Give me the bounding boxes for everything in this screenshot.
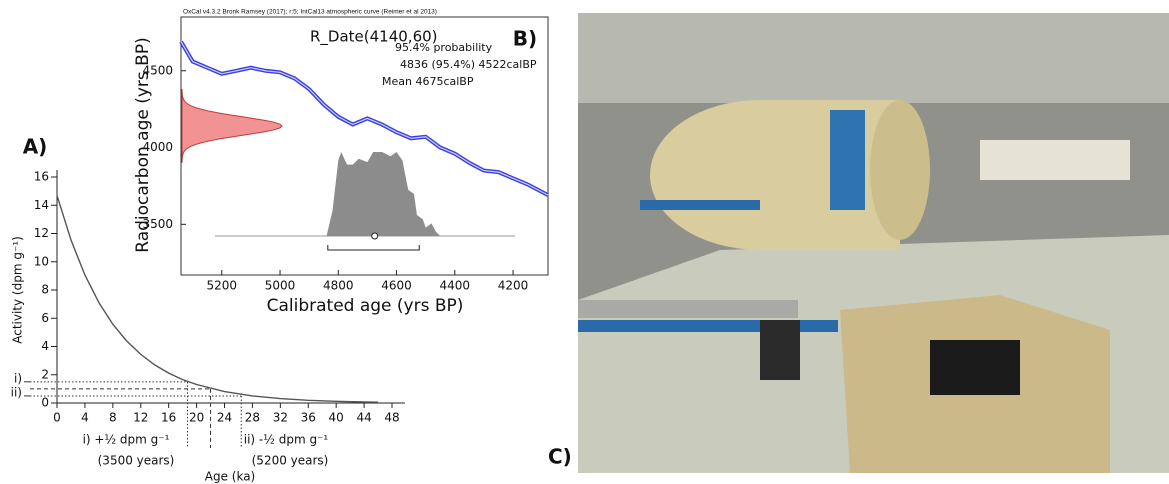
bench xyxy=(980,140,1130,180)
x-axis-label: Age (ka) xyxy=(205,470,255,484)
chart-title: R_Date(4140,60) xyxy=(310,28,438,47)
detector xyxy=(760,320,800,380)
y-tick-label: 0 xyxy=(41,396,49,410)
x-tick-label: 40 xyxy=(329,411,344,425)
pipe xyxy=(578,300,798,318)
x-tick-label: 36 xyxy=(301,411,316,425)
dark-box xyxy=(930,340,1020,395)
info-text: 4836 (95.4%) 4522calBP xyxy=(400,58,537,71)
y-tick-label: 2 xyxy=(41,367,49,381)
y-tick-label: 6 xyxy=(41,311,49,325)
x-tick-label: 4600 xyxy=(381,279,412,293)
photo: C) xyxy=(548,13,1169,473)
x-tick-label: 4 xyxy=(81,411,89,425)
annotation: i) +½ dpm g⁻¹ xyxy=(83,433,170,447)
y-tick-label: 16 xyxy=(34,170,49,184)
y-tick-label: 4500 xyxy=(142,63,173,77)
y-tick-label: 4000 xyxy=(142,140,173,154)
y-tick-label: 3500 xyxy=(142,217,173,231)
tank-end xyxy=(870,100,930,240)
annotation: ii) -½ dpm g⁻¹ xyxy=(244,433,329,447)
y-tick-label: 10 xyxy=(34,254,49,268)
panel-label: C) xyxy=(548,445,572,469)
x-tick-label: 0 xyxy=(53,411,61,425)
panel-label: B) xyxy=(513,27,537,51)
y-tick-label: 8 xyxy=(41,283,49,297)
ceiling xyxy=(578,13,1169,103)
calibrated-distribution xyxy=(326,152,441,236)
x-tick-label: 4200 xyxy=(498,279,529,293)
y-tick-label: 14 xyxy=(34,198,49,212)
annotation: (5200 years) xyxy=(252,454,329,468)
x-tick-label: 8 xyxy=(109,411,117,425)
x-tick-label: 28 xyxy=(245,411,260,425)
guide-tick-label: ii) xyxy=(11,385,22,399)
info-text: Mean 4675calBP xyxy=(382,75,474,88)
x-tick-label: 16 xyxy=(161,411,176,425)
curve xyxy=(56,195,379,403)
header: OxCal v4.3.2 Bronk Ramsey (2017); r:5; I… xyxy=(183,9,437,16)
y-tick-label: 12 xyxy=(34,226,49,240)
x-tick-label: 5000 xyxy=(265,279,296,293)
x-tick-label: 24 xyxy=(217,411,232,425)
guide-tick-label: i) xyxy=(14,371,22,385)
x-tick-label: 4400 xyxy=(440,279,471,293)
x-tick-label: 44 xyxy=(356,411,371,425)
y-axis-label: Activity (dpm g⁻¹) xyxy=(11,236,25,344)
info-text: 95.4% probability xyxy=(395,41,493,54)
x-tick-label: 20 xyxy=(189,411,204,425)
x-tick-label: 12 xyxy=(133,411,148,425)
measurement-distribution xyxy=(181,89,283,163)
y-tick-label: 4 xyxy=(41,339,49,353)
x-tick-label: 4800 xyxy=(323,279,354,293)
x-tick-label: 48 xyxy=(384,411,399,425)
frame xyxy=(640,200,760,210)
x-tick-label: 32 xyxy=(273,411,288,425)
frame xyxy=(830,110,865,210)
mean-marker xyxy=(371,232,379,240)
x-tick-label: 5200 xyxy=(207,279,238,293)
curve-inner xyxy=(180,41,549,196)
range-bracket xyxy=(327,245,420,251)
panel-label: A) xyxy=(23,135,48,159)
y-axis-label: Radiocarbon age (yrs BP) xyxy=(133,37,153,252)
annotation: (3500 years) xyxy=(98,454,175,468)
x-axis-label: Calibrated age (yrs BP) xyxy=(267,296,464,316)
